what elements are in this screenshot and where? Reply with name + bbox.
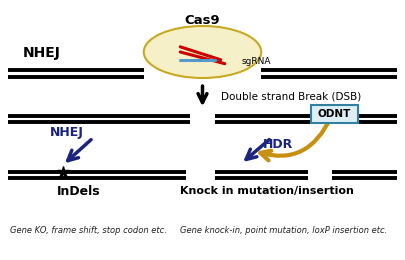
Text: Double strand Break (DSB): Double strand Break (DSB) — [221, 91, 361, 101]
Text: Gene knock-in, point mutation, loxP insertion etc.: Gene knock-in, point mutation, loxP inse… — [180, 226, 388, 235]
Text: sgRNA: sgRNA — [241, 57, 271, 66]
Text: Gene KO, frame shift, stop codon etc.: Gene KO, frame shift, stop codon etc. — [10, 226, 167, 235]
Text: HDR: HDR — [263, 138, 294, 151]
Text: NHEJ: NHEJ — [22, 46, 60, 60]
Text: Cas9: Cas9 — [185, 14, 220, 27]
FancyBboxPatch shape — [311, 105, 358, 123]
Text: Knock in mutation/insertion: Knock in mutation/insertion — [180, 186, 354, 196]
FancyArrowPatch shape — [260, 117, 331, 160]
Text: NHEJ: NHEJ — [50, 126, 84, 139]
Text: ODNT: ODNT — [318, 109, 351, 119]
Ellipse shape — [144, 26, 261, 78]
Text: InDels: InDels — [57, 185, 101, 198]
